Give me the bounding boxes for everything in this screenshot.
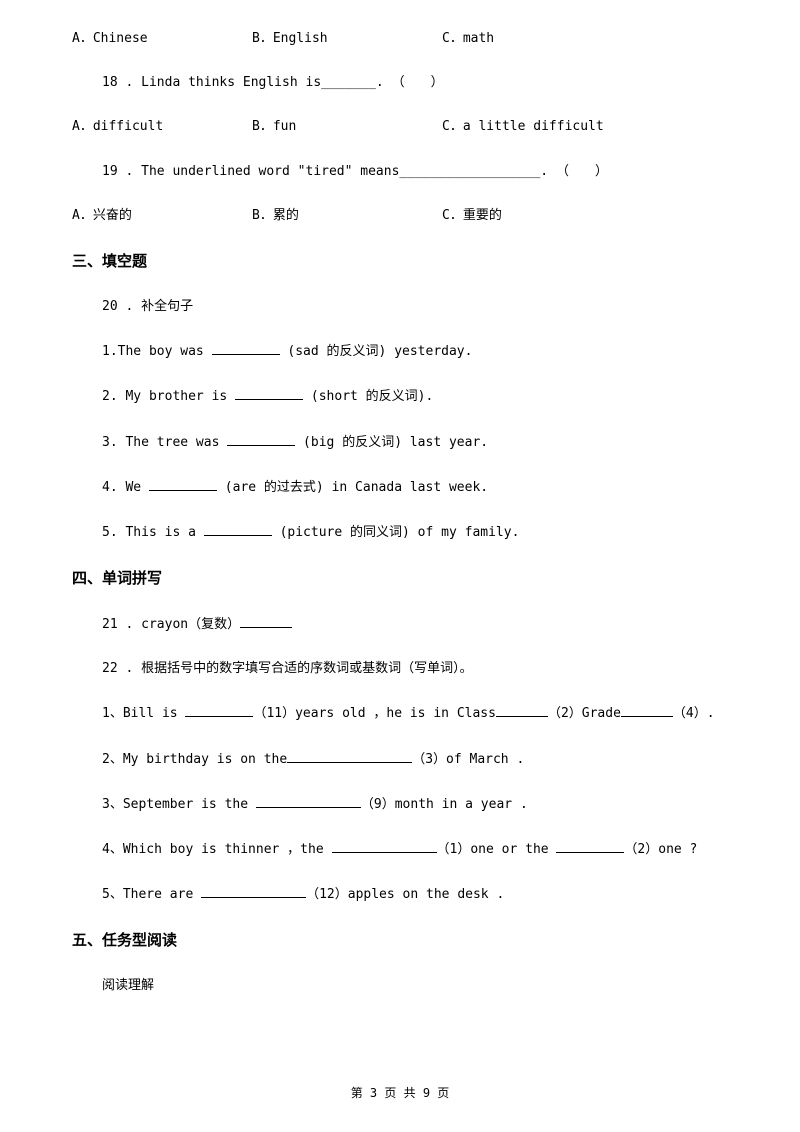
text: （9）month in a year . bbox=[361, 797, 528, 812]
choice-c: C．math bbox=[442, 30, 728, 48]
section-3-header: 三、填空题 bbox=[72, 251, 728, 272]
choice-b: B．English bbox=[252, 30, 442, 48]
blank[interactable] bbox=[256, 795, 361, 808]
choice-c: C．a little difficult bbox=[442, 118, 728, 136]
blank[interactable] bbox=[621, 704, 673, 717]
choice-b: B．fun bbox=[252, 118, 442, 136]
question-18: 18 . Linda thinks English is_______. （ ） bbox=[102, 74, 728, 92]
text-post: (picture 的同义词) of my family. bbox=[272, 525, 520, 540]
q20-sub4: 4. We (are 的过去式) in Canada last week. bbox=[102, 478, 728, 497]
q22-sub4: 4、Which boy is thinner ，the （1）one or th… bbox=[102, 840, 728, 859]
text: （2）one ? bbox=[624, 842, 697, 857]
text: 3、September is the bbox=[102, 797, 256, 812]
choice-b: B．累的 bbox=[252, 207, 442, 225]
text-pre: 21 . crayon（复数） bbox=[102, 617, 240, 632]
choice-a: A．Chinese bbox=[72, 30, 252, 48]
text-pre: 2. My brother is bbox=[102, 389, 235, 404]
text: 2、My birthday is on the bbox=[102, 752, 287, 767]
text-post: (short 的反义词). bbox=[303, 389, 433, 404]
text: （12）apples on the desk . bbox=[306, 887, 504, 902]
choice-c: C．重要的 bbox=[442, 207, 728, 225]
text: 4、Which boy is thinner ，the bbox=[102, 842, 332, 857]
text-pre: 5. This is a bbox=[102, 525, 204, 540]
q20-sub5: 5. This is a (picture 的同义词) of my family… bbox=[102, 523, 728, 542]
text-post: (are 的过去式) in Canada last week. bbox=[217, 480, 488, 495]
blank[interactable] bbox=[496, 704, 548, 717]
text: 1、Bill is bbox=[102, 706, 185, 721]
text-pre: 4. We bbox=[102, 480, 149, 495]
text-pre: 3. The tree was bbox=[102, 435, 227, 450]
q22-sub5: 5、There are （12）apples on the desk . bbox=[102, 885, 728, 904]
question-21: 21 . crayon（复数） bbox=[102, 615, 728, 634]
text-pre: 1.The boy was bbox=[102, 344, 212, 359]
blank[interactable] bbox=[235, 387, 303, 400]
question-22: 22 . 根据括号中的数字填写合适的序数词或基数词（写单词）。 bbox=[102, 660, 728, 678]
text: （1）one or the bbox=[437, 842, 557, 857]
text-post: (big 的反义词) last year. bbox=[295, 435, 488, 450]
q22-sub3: 3、September is the （9）month in a year . bbox=[102, 795, 728, 814]
reading-comprehension: 阅读理解 bbox=[102, 977, 728, 995]
blank[interactable] bbox=[287, 750, 412, 763]
q20-sub2: 2. My brother is (short 的反义词). bbox=[102, 387, 728, 406]
page-footer: 第 3 页 共 9 页 bbox=[0, 1085, 800, 1102]
blank[interactable] bbox=[149, 478, 217, 491]
blank[interactable] bbox=[212, 342, 280, 355]
text: （4）. bbox=[673, 706, 715, 721]
q19-choices: A．兴奋的 B．累的 C．重要的 bbox=[72, 207, 728, 225]
blank[interactable] bbox=[240, 615, 292, 628]
blank[interactable] bbox=[556, 840, 624, 853]
q17-choices: A．Chinese B．English C．math bbox=[72, 30, 728, 48]
blank[interactable] bbox=[185, 704, 253, 717]
text-post: (sad 的反义词) yesterday. bbox=[280, 344, 473, 359]
q20-sub1: 1.The boy was (sad 的反义词) yesterday. bbox=[102, 342, 728, 361]
section-4-header: 四、单词拼写 bbox=[72, 568, 728, 589]
q22-sub2: 2、My birthday is on the （3）of March . bbox=[102, 750, 728, 769]
text: （3）of March . bbox=[412, 752, 524, 767]
question-20: 20 . 补全句子 bbox=[102, 298, 728, 316]
q18-choices: A．difficult B．fun C．a little difficult bbox=[72, 118, 728, 136]
blank[interactable] bbox=[227, 433, 295, 446]
text: （2）Grade bbox=[548, 706, 621, 721]
choice-a: A．兴奋的 bbox=[72, 207, 252, 225]
text: （11）years old ，he is in Class bbox=[253, 706, 496, 721]
question-19: 19 . The underlined word "tired" means__… bbox=[102, 163, 728, 181]
q20-sub3: 3. The tree was (big 的反义词) last year. bbox=[102, 433, 728, 452]
blank[interactable] bbox=[332, 840, 437, 853]
blank[interactable] bbox=[201, 885, 306, 898]
section-5-header: 五、任务型阅读 bbox=[72, 930, 728, 951]
choice-a: A．difficult bbox=[72, 118, 252, 136]
blank[interactable] bbox=[204, 523, 272, 536]
q22-sub1: 1、Bill is （11）years old ，he is in Class （… bbox=[102, 704, 728, 723]
text: 5、There are bbox=[102, 887, 201, 902]
